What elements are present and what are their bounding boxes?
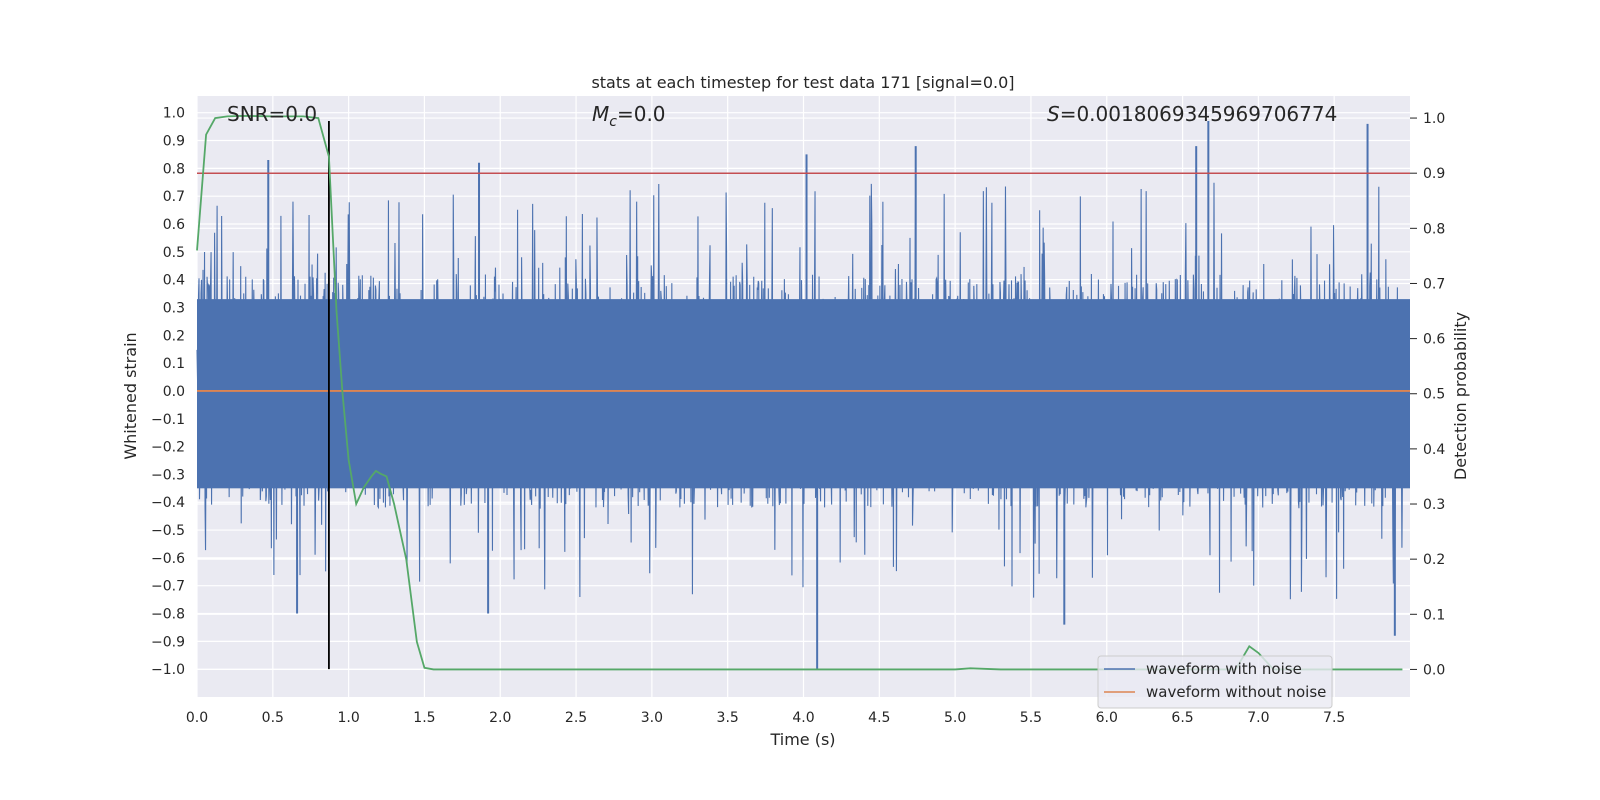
- y-tick-label: 0.0: [163, 384, 185, 400]
- y-tick-label-right: 0.1: [1423, 607, 1445, 623]
- x-axis-label: Time (s): [769, 730, 835, 749]
- x-tick-label: 1.0: [337, 710, 359, 726]
- x-tick-label: 3.0: [641, 710, 663, 726]
- x-tick-label: 6.0: [1096, 710, 1118, 726]
- noise-core-band: [197, 299, 1410, 489]
- x-tick-label: 4.0: [792, 710, 814, 726]
- y-tick-label: 0.4: [163, 273, 185, 289]
- y-tick-label: −0.1: [151, 412, 185, 428]
- mc-annotation: Mc=0.0: [592, 102, 666, 130]
- y-tick-label: 0.3: [163, 300, 185, 316]
- y-tick-label: 1.0: [163, 106, 185, 122]
- noise-series: [196, 121, 1410, 670]
- y-tick-label-right: 0.3: [1423, 497, 1445, 513]
- y-tick-labels-left: −1.0 −0.9 −0.8 −0.7 −0.6 −0.5 −0.4 −0.3 −0.2 −0.1…: [151, 106, 185, 678]
- y-tick-label-right: 0.5: [1423, 387, 1445, 403]
- mc-symbol: M: [592, 102, 609, 126]
- x-tick-label: 3.5: [717, 710, 739, 726]
- y-tick-label: −0.8: [151, 607, 185, 623]
- x-tick-label: 5.5: [1020, 710, 1042, 726]
- x-tick-label: 7.5: [1323, 710, 1345, 726]
- legend-clean-label: waveform without noise: [1146, 683, 1326, 701]
- chart-title: stats at each timestep for test data 171…: [591, 73, 1014, 92]
- x-tick-label: 0.0: [186, 710, 208, 726]
- y-tick-label: −0.7: [151, 579, 185, 595]
- y-axis-label-left: Whitened strain: [121, 332, 140, 459]
- y-tick-label: −0.9: [151, 634, 185, 650]
- y-tick-label-right: 0.4: [1423, 442, 1445, 458]
- y-tick-label-right: 0.9: [1423, 166, 1445, 182]
- y-tick-label: 0.6: [163, 217, 185, 233]
- snr-annotation: SNR=0.0: [227, 102, 317, 126]
- x-tick-label: 5.0: [944, 710, 966, 726]
- s-symbol: S: [1047, 102, 1060, 126]
- x-tick-label: 7.0: [1247, 710, 1269, 726]
- reference-lines: [197, 121, 1410, 670]
- y-tick-label-right: 0.0: [1423, 662, 1445, 678]
- y-tick-label: 0.8: [163, 161, 185, 177]
- y-tick-label: −0.3: [151, 467, 185, 483]
- y-tick-label: 0.1: [163, 356, 185, 372]
- mc-value: =0.0: [617, 102, 666, 126]
- y-tick-label-right: 0.7: [1423, 276, 1445, 292]
- y-tick-label: −0.5: [151, 523, 185, 539]
- legend-box: [1097, 655, 1333, 709]
- x-tick-label: 1.5: [413, 710, 435, 726]
- y-tick-label: 0.9: [163, 134, 185, 150]
- x-tick-label: 4.5: [868, 710, 890, 726]
- s-value: =0.0018069345969706774: [1060, 102, 1338, 126]
- y-tick-label: −0.2: [151, 440, 185, 456]
- y-tick-labels-right: 0.0 0.1 0.2 0.3 0.4 0.5 0.6 0.7 0.8 0.9 1.0: [1410, 111, 1445, 678]
- y-tick-label: 0.7: [163, 189, 185, 205]
- legend-noise-label: waveform with noise: [1146, 660, 1302, 678]
- legend: waveform with noise waveform without noi…: [1097, 655, 1333, 709]
- y-tick-label: 0.2: [163, 328, 185, 344]
- y-tick-label-right: 1.0: [1423, 111, 1445, 127]
- mc-subscript: c: [609, 114, 617, 130]
- x-tick-label: 6.5: [1171, 710, 1193, 726]
- y-tick-label: −0.4: [151, 495, 185, 511]
- x-tick-labels: 0.0 0.5 1.0 1.5 2.0 2.5 3.0 3.5 4.0 4.5 5.0 5.5 6.0 6…: [186, 710, 1345, 726]
- x-tick-label: 2.0: [489, 710, 511, 726]
- y-tick-label-right: 0.6: [1423, 332, 1445, 348]
- y-tick-label-right: 0.2: [1423, 552, 1445, 568]
- x-tick-label: 2.5: [565, 710, 587, 726]
- x-tick-label: 0.5: [262, 710, 284, 726]
- y-tick-label: −1.0: [151, 662, 185, 678]
- y-tick-label: 0.5: [163, 245, 185, 261]
- y-axis-label-right: Detection probability: [1451, 312, 1470, 480]
- y-tick-label: −0.6: [151, 551, 185, 567]
- y-tick-label-right: 0.8: [1423, 221, 1445, 237]
- s-annotation: S=0.0018069345969706774: [1047, 102, 1337, 126]
